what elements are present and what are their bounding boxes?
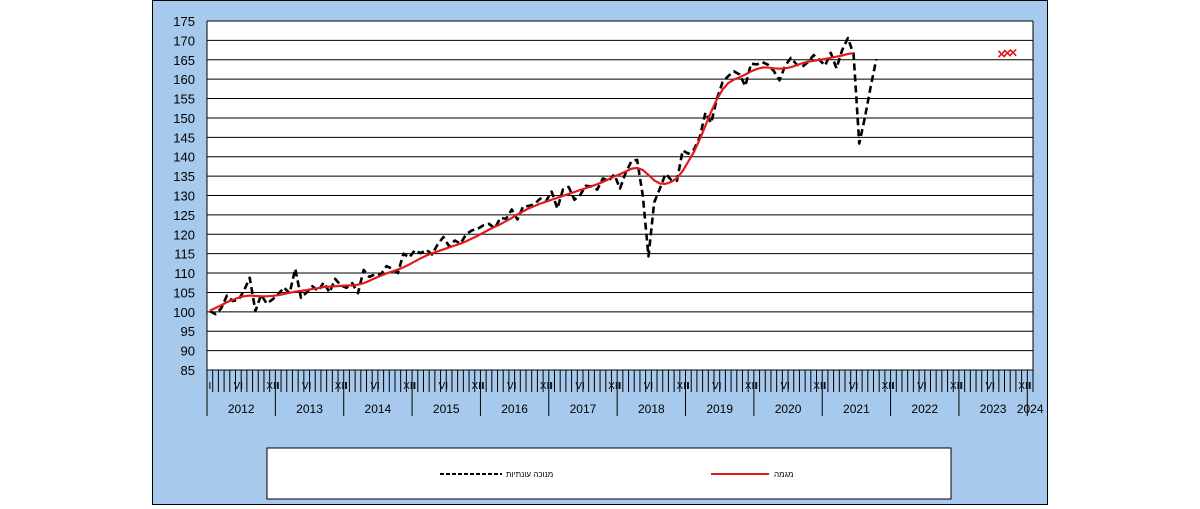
month-label: VI: [712, 381, 721, 392]
year-label: 2020: [775, 402, 802, 416]
year-label: 2017: [570, 402, 597, 416]
x-axis: 2012 I VI XII 2013 I VI XII 2014 I VI XII 2015 I VI XII…: [206, 370, 1044, 416]
legend: מנוכה עונתיות מגמה: [266, 447, 952, 500]
month-label: I: [414, 381, 417, 392]
line-chart: 85 90 95 100 105 110 115 120 125 130 135 140 145 150 1…: [153, 1, 1047, 504]
year-label: 2016: [501, 402, 528, 416]
year-label: 2023: [980, 402, 1007, 416]
month-label: XII: [608, 381, 620, 392]
y-tick-label: 110: [174, 266, 195, 281]
month-label: VI: [370, 381, 379, 392]
month-label: VI: [644, 381, 653, 392]
y-tick-label: 175: [173, 14, 195, 29]
y-tick-label: 120: [173, 227, 195, 242]
month-label: I: [755, 381, 758, 392]
month-label: XII: [882, 381, 894, 392]
month-label: VI: [439, 381, 448, 392]
y-tick-label: 135: [173, 169, 195, 184]
year-label: 2024: [1017, 402, 1044, 416]
month-label: I: [482, 381, 485, 392]
month-label: XII: [1018, 381, 1030, 392]
month-label: I: [687, 381, 690, 392]
chart-figure: 85 90 95 100 105 110 115 120 125 130 135 140 145 150 1…: [152, 0, 1048, 505]
month-label: I: [345, 381, 348, 392]
y-tick-label: 130: [173, 189, 195, 204]
y-tick-label: 160: [173, 72, 195, 87]
data-markers: ×××: [997, 44, 1017, 63]
y-tick-label: 170: [173, 33, 195, 48]
month-label: VI: [986, 381, 995, 392]
year-label: 2012: [228, 402, 255, 416]
month-label: VI: [234, 381, 243, 392]
month-label: VI: [507, 381, 516, 392]
month-label: VI: [575, 381, 584, 392]
y-axis-tick-labels: 85 90 95 100 105 110 115 120 125 130 135 140 145 150 1…: [173, 14, 195, 378]
month-label: I: [550, 381, 553, 392]
y-tick-label: 145: [173, 130, 195, 145]
legend-box: [266, 447, 952, 500]
legend-label-seasonal: מנוכה עונתיות: [506, 470, 553, 479]
y-tick-label: 155: [173, 92, 195, 107]
year-label: 2019: [706, 402, 733, 416]
series-lines: [209, 36, 878, 316]
data-marker: ×: [1009, 44, 1018, 61]
y-tick-label: 105: [173, 285, 195, 300]
month-label: XII: [266, 381, 278, 392]
month-label: VI: [849, 381, 858, 392]
month-label: I: [1029, 381, 1032, 392]
month-label: I: [960, 381, 963, 392]
month-label: I: [208, 381, 211, 392]
y-tick-label: 125: [173, 208, 195, 223]
y-tick-label: 150: [173, 111, 195, 126]
year-label: 2021: [843, 402, 870, 416]
month-label: VI: [780, 381, 789, 392]
month-label: XII: [403, 381, 415, 392]
month-label: I: [277, 381, 280, 392]
month-label: I: [619, 381, 622, 392]
legend-label-trend: מגמה: [774, 470, 793, 479]
month-label: XII: [813, 381, 825, 392]
month-label: VI: [302, 381, 311, 392]
y-tick-label: 95: [181, 324, 195, 339]
year-label: 2015: [433, 402, 460, 416]
year-label: 2013: [296, 402, 323, 416]
month-label: XII: [745, 381, 757, 392]
month-label: XII: [335, 381, 347, 392]
year-label: 2018: [638, 402, 665, 416]
month-label: VI: [917, 381, 926, 392]
month-label: I: [824, 381, 827, 392]
month-label: I: [892, 381, 895, 392]
y-tick-label: 115: [174, 247, 195, 262]
data-marker: ×: [997, 46, 1006, 63]
year-label: 2022: [911, 402, 938, 416]
data-marker: ×: [1003, 45, 1012, 62]
gridlines: [206, 20, 1034, 371]
month-label: XII: [677, 381, 689, 392]
y-tick-label: 165: [173, 53, 195, 68]
year-label: 2014: [365, 402, 392, 416]
month-label: XII: [950, 381, 962, 392]
y-tick-label: 85: [181, 363, 195, 378]
month-label: XII: [540, 381, 552, 392]
y-tick-label: 140: [173, 150, 195, 165]
trend-line: [209, 52, 854, 312]
month-label: XII: [471, 381, 483, 392]
y-tick-label: 100: [173, 305, 195, 320]
y-tick-label: 90: [181, 344, 195, 359]
